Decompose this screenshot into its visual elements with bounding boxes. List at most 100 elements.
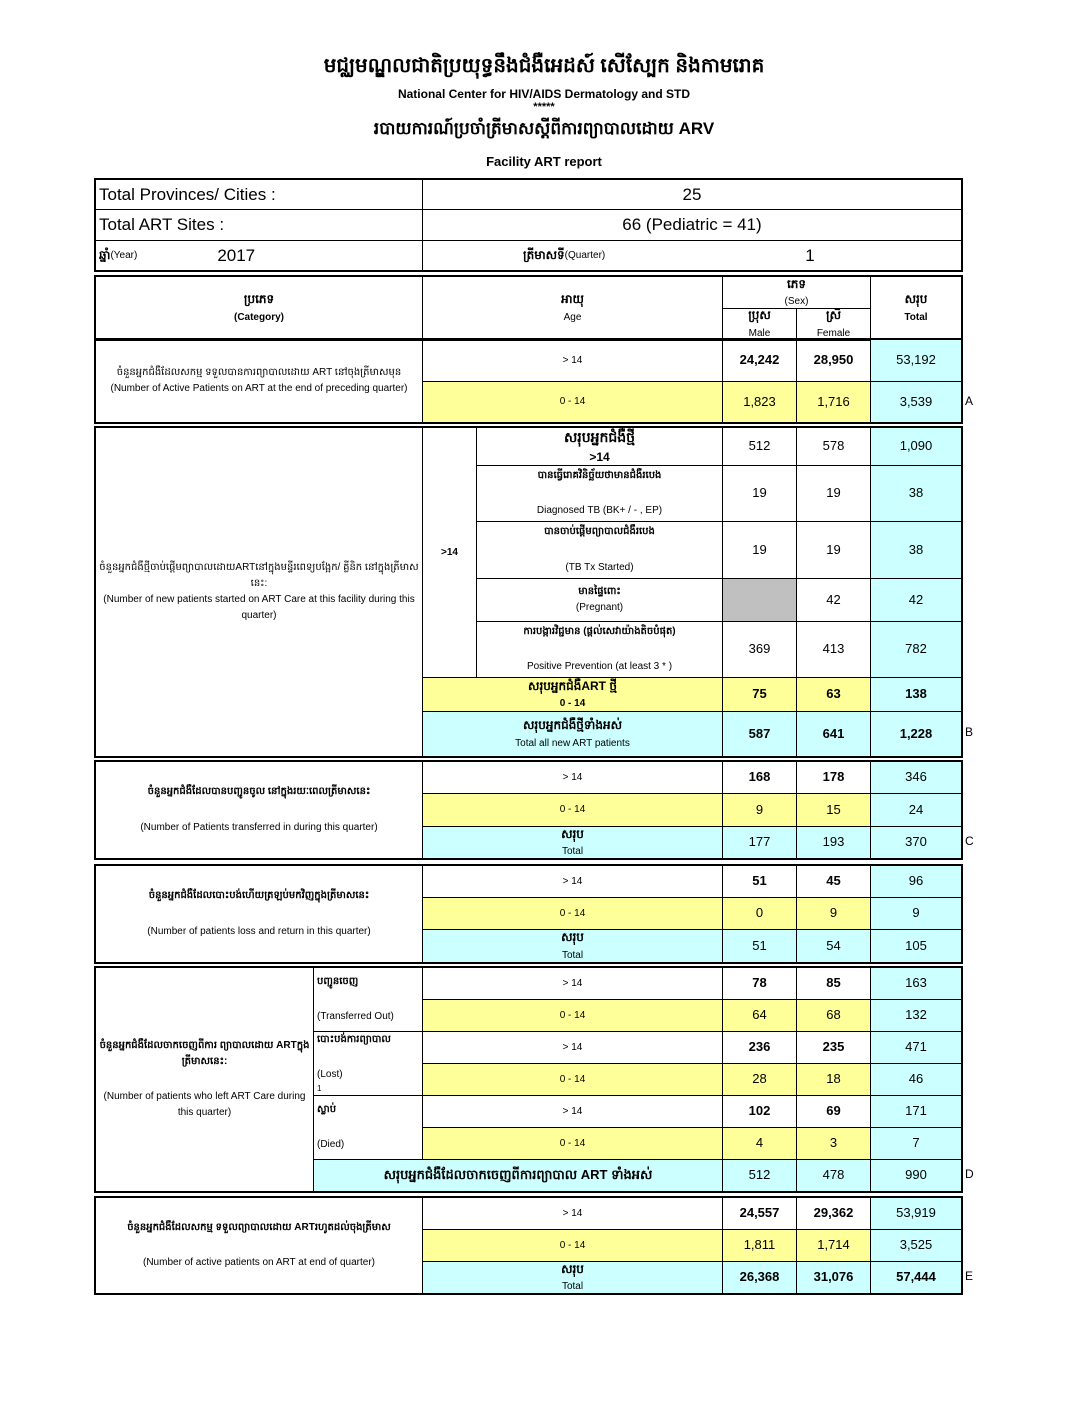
cell-text: សរុប: [561, 930, 584, 945]
total-header: សរុប Total: [870, 276, 962, 340]
cell-text: (Category): [233, 311, 284, 323]
cell-text: Male: [748, 327, 771, 339]
cell-text: 578: [822, 438, 845, 454]
cell-text: 24,242: [739, 352, 780, 368]
age-cell: > 14: [422, 761, 723, 794]
section-b-label: ចំនួនអ្នកជំងឺថ្មីចាប់ផ្តើមព្យាបាលដោយARTន…: [95, 427, 423, 757]
female-value: 63: [796, 677, 871, 712]
cell-text: 96: [908, 873, 924, 889]
cell-text: 85: [826, 975, 841, 991]
cell-text: 587: [748, 725, 771, 741]
provinces-label: Total Provinces/ Cities :: [95, 179, 423, 210]
cell-text: 193: [822, 834, 845, 850]
total-value: 3,539: [870, 381, 962, 423]
cell-text: 1: [805, 245, 815, 265]
total-value: 370: [870, 826, 962, 859]
total-value: 3,525: [870, 1229, 962, 1262]
female-value: 54: [796, 929, 871, 963]
age-cell: 0 - 14: [422, 897, 723, 930]
cell-text: 78: [752, 975, 767, 991]
cell-text: 24,557: [739, 1205, 780, 1221]
cell-text: 471: [905, 1039, 927, 1055]
cell-text: (Number of Active Patients on ART at the…: [110, 383, 408, 394]
cell-text: 54: [826, 937, 841, 953]
female-value: 413: [796, 621, 871, 678]
cell-text: 69: [826, 1103, 841, 1119]
section-letter: E: [965, 1269, 974, 1283]
provinces-value: 25: [422, 179, 962, 210]
cell-text: > 14: [562, 1105, 583, 1117]
cell-text: 18: [826, 1071, 841, 1087]
cell-text: 512: [748, 1167, 771, 1183]
male-value: 512: [722, 1159, 797, 1192]
cell-text: >14: [589, 450, 610, 465]
total-value: 132: [870, 999, 962, 1032]
cell-text: 1,228: [899, 725, 933, 741]
age-group-cell: >14: [422, 427, 477, 678]
cell-text: សរុបអ្នកជំងឺដែលចាកចេញពីការព្យាបាល ART ទា…: [383, 1167, 653, 1183]
age-cell: 0 - 14: [422, 1063, 723, 1096]
cell-text: Total: [561, 846, 584, 858]
cell-text: 19: [752, 541, 767, 557]
cell-text: 38: [908, 485, 924, 501]
cell-text: 63: [826, 686, 841, 702]
cell-text: ប្រុស: [748, 308, 771, 323]
age-cell: > 14: [422, 1095, 723, 1128]
section-e-label: ចំនួនអ្នកជំងឺដែលចាកចេញពីការ ព្យាបាលដោយ A…: [95, 967, 314, 1192]
cell-text: Total ART Sites :: [99, 215, 225, 235]
total-value: 38: [870, 521, 962, 579]
cell-text: ចំនួនអ្នកជំងឺដែលចាកចេញពីការ ព្យាបាលដោយ A…: [99, 1039, 310, 1067]
female-value: 3: [796, 1127, 871, 1160]
cell-text: 2017: [217, 245, 256, 265]
exit-reason-label: បញ្ជូនចេញ (Transferred Out): [313, 967, 423, 1032]
title-khmer: មជ្ឈមណ្ឌលជាតិប្រយុទ្ធនឹងជំងឺអេដស៍ សើស្បែ…: [323, 55, 765, 77]
pediatric-total-label: សរុបអ្នកជំងឺART ថ្មី 0 - 14: [422, 677, 723, 712]
cell-text: 3,525: [899, 1237, 933, 1253]
cell-text: បានធ្វើរោគវិនិច្ឆ័យថាមានជំងឺរបេង: [537, 469, 662, 481]
age-cell: > 14: [422, 865, 723, 898]
cell-text: 1: [317, 1083, 322, 1093]
cell-text: 1,090: [899, 438, 933, 454]
title-english: National Center for HIV/AIDS Dermatology…: [397, 87, 691, 101]
cell-text: 25: [682, 184, 702, 204]
cell-text: 53,919: [896, 1205, 936, 1221]
cell-text: Diagnosed TB (BK+ / - , EP): [536, 505, 663, 517]
age-cell: 0 - 14: [422, 381, 723, 423]
cell-text: 28,950: [813, 352, 854, 368]
cell-text: 346: [905, 769, 927, 785]
cell-text: 64: [752, 1007, 767, 1023]
male-header: ប្រុស Male: [722, 308, 797, 340]
cell-text: ការបង្ការវិជ្ជមាន (ផ្តល់សេវាយ៉ាងតិចបំផុត…: [523, 625, 676, 637]
cell-text: 0 - 14: [559, 1009, 586, 1021]
section-c-label: ចំនួនអ្នកជំងឺដែលបានបញ្ជូនចូល នៅក្នុងរយៈព…: [95, 761, 423, 859]
cell-text: (TB Tx Started): [565, 561, 634, 573]
age-cell: 0 - 14: [422, 1127, 723, 1160]
cell-text: សរុបអ្នកជំងឺថ្មី: [563, 428, 636, 445]
cell-text: សរុប: [561, 826, 584, 841]
cell-text: 105: [905, 937, 927, 953]
cell-text: Positive Prevention (at least 3 * ): [526, 661, 673, 673]
male-value: 19: [722, 465, 797, 522]
age-cell: > 14: [422, 967, 723, 1000]
cell-text: 478: [822, 1167, 845, 1183]
male-value-na: [722, 578, 797, 622]
sites-value: 66 (Pediatric = 41): [422, 209, 962, 241]
cell-text: 413: [822, 641, 845, 657]
cell-text: 0 - 14: [559, 907, 586, 919]
male-value: 0: [722, 897, 797, 930]
cell-text: សរុបអ្នកជំងឺART ថ្មី: [528, 678, 617, 693]
cell-text: Age: [563, 311, 582, 323]
male-value: 236: [722, 1031, 797, 1064]
male-value: 19: [722, 521, 797, 579]
cell-text: (Sex): [784, 296, 809, 308]
cell-text: > 14: [562, 354, 583, 366]
cell-text: ចំនួនអ្នកជំងឺដែលសកម្ម ទទួលព្យាបាលដោយ ART…: [127, 1221, 391, 1233]
subcategory-label: សរុបអ្នកជំងឺថ្មី >14: [476, 427, 723, 466]
cell-text: > 14: [562, 977, 583, 989]
cell-text: ស្រី: [826, 308, 841, 323]
total-value: 96: [870, 865, 962, 898]
cell-text: 235: [822, 1039, 845, 1055]
total-row-label: សរុប Total: [422, 826, 723, 859]
female-value: 19: [796, 465, 871, 522]
female-value: 45: [796, 865, 871, 898]
